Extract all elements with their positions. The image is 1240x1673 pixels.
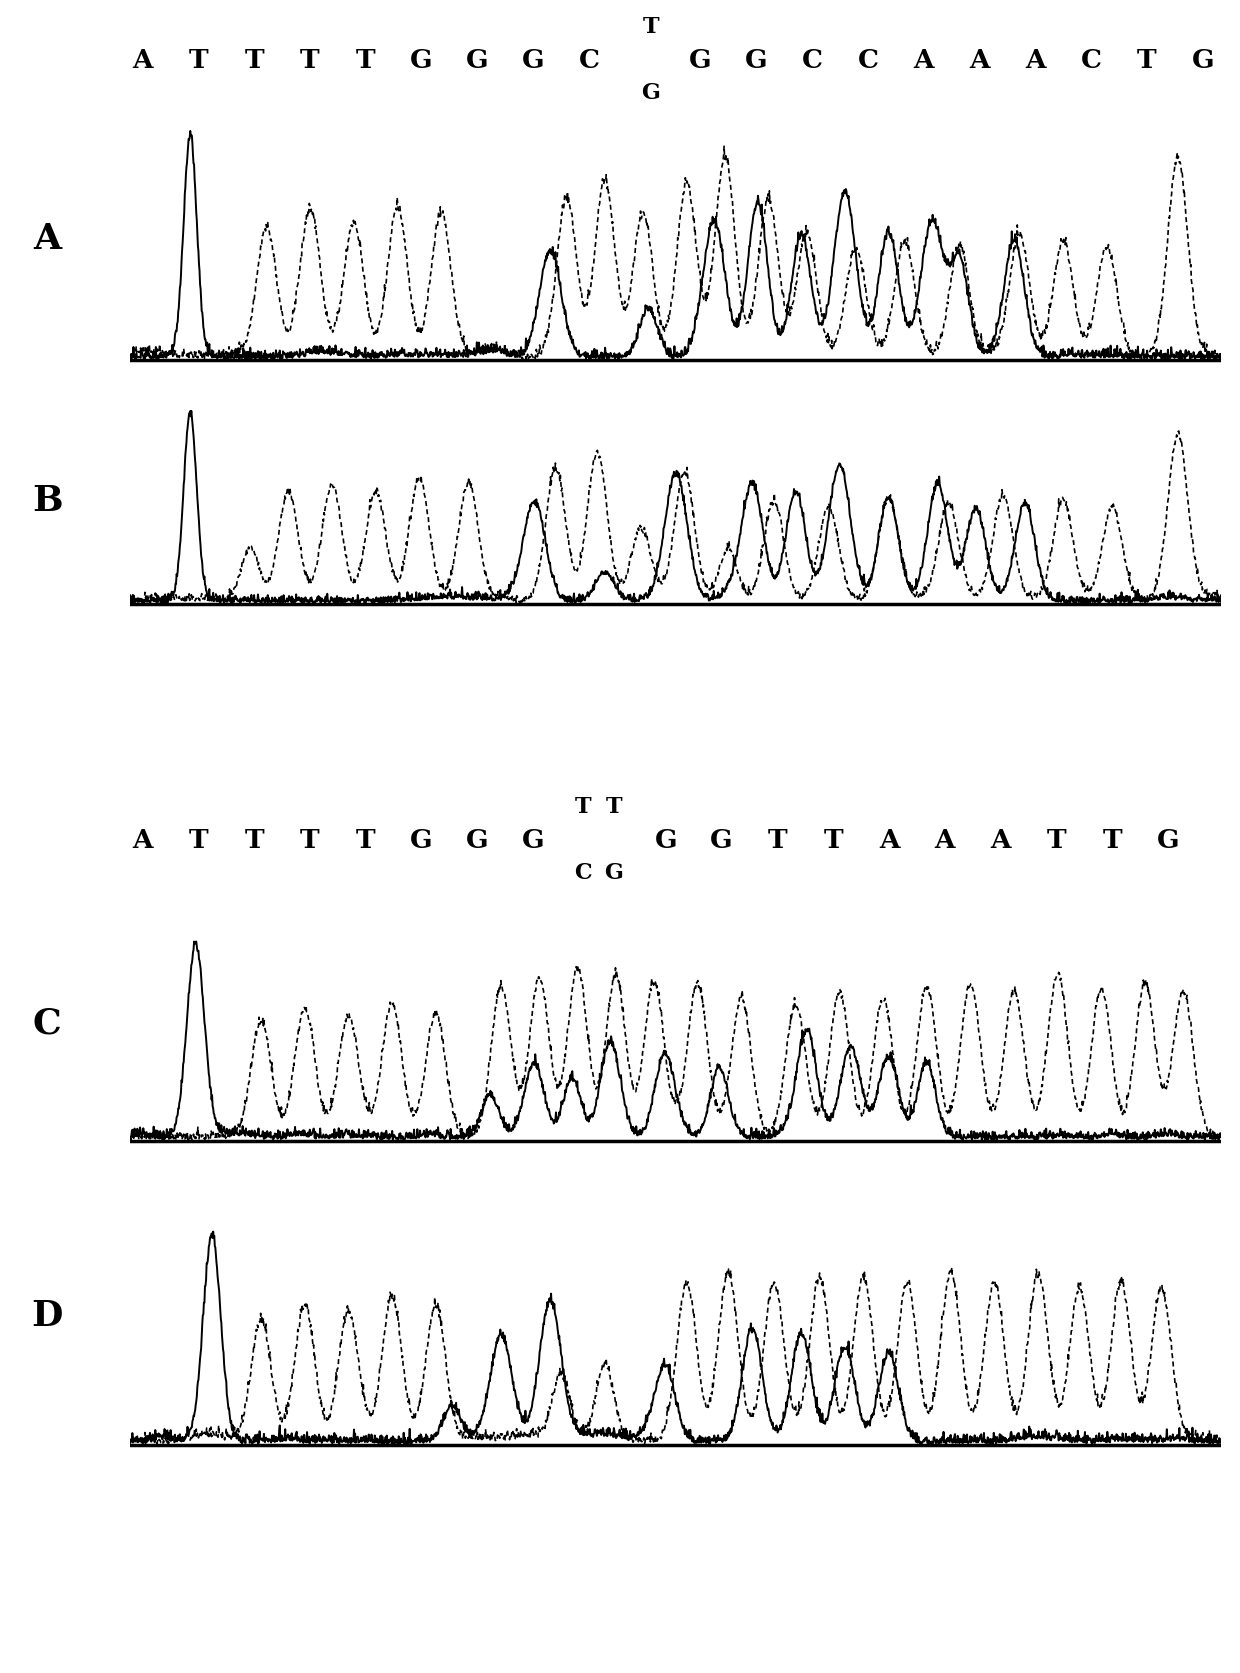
Text: T: T xyxy=(605,795,622,816)
Text: T: T xyxy=(1137,47,1157,72)
Text: C: C xyxy=(858,47,878,72)
Text: A: A xyxy=(991,826,1011,852)
Text: B: B xyxy=(32,483,62,517)
Text: G: G xyxy=(466,47,489,72)
Text: T: T xyxy=(1102,826,1122,852)
Text: C: C xyxy=(802,47,822,72)
Text: T: T xyxy=(823,826,843,852)
Text: C: C xyxy=(1081,47,1101,72)
Text: A: A xyxy=(133,47,153,72)
Text: T: T xyxy=(768,826,787,852)
Text: T: T xyxy=(188,47,208,72)
Text: G: G xyxy=(689,47,712,72)
Text: A: A xyxy=(914,47,934,72)
Text: T: T xyxy=(356,826,376,852)
Text: T: T xyxy=(188,826,208,852)
Text: A: A xyxy=(1025,47,1045,72)
Text: T: T xyxy=(300,47,320,72)
Text: G: G xyxy=(1192,47,1214,72)
Text: G: G xyxy=(711,826,733,852)
Text: T: T xyxy=(356,47,376,72)
Text: G: G xyxy=(745,47,768,72)
Text: C: C xyxy=(32,1007,62,1041)
Text: T: T xyxy=(1047,826,1066,852)
Text: G: G xyxy=(641,82,661,104)
Text: G: G xyxy=(466,826,489,852)
Text: A: A xyxy=(879,826,899,852)
Text: C: C xyxy=(574,862,591,883)
Text: G: G xyxy=(522,826,544,852)
Text: G: G xyxy=(522,47,544,72)
Text: T: T xyxy=(642,15,660,37)
Text: D: D xyxy=(31,1298,63,1333)
Text: T: T xyxy=(300,826,320,852)
Text: A: A xyxy=(133,826,153,852)
Text: T: T xyxy=(244,826,264,852)
Text: A: A xyxy=(935,826,955,852)
Text: C: C xyxy=(579,47,599,72)
Text: A: A xyxy=(970,47,990,72)
Text: T: T xyxy=(574,795,591,816)
Text: A: A xyxy=(33,223,61,256)
Text: T: T xyxy=(244,47,264,72)
Text: G: G xyxy=(655,826,677,852)
Text: G: G xyxy=(1157,826,1179,852)
Text: G: G xyxy=(604,862,624,883)
Text: G: G xyxy=(410,47,433,72)
Text: G: G xyxy=(410,826,433,852)
